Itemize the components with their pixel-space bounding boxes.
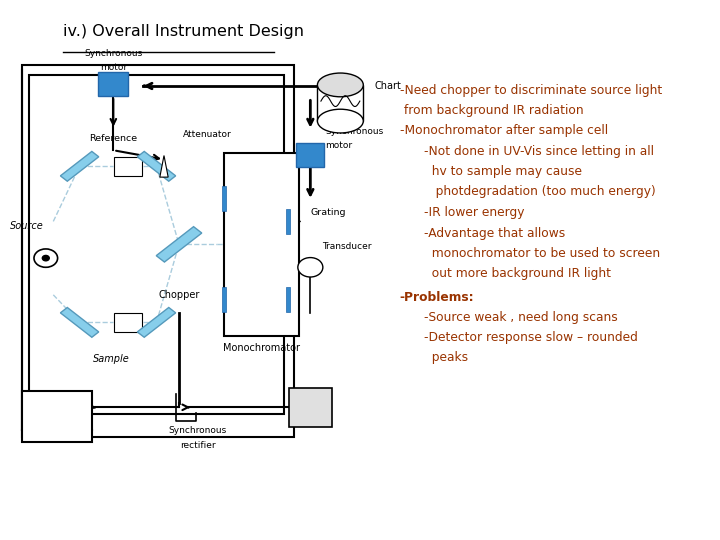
Polygon shape bbox=[160, 156, 168, 177]
Text: Synchronous: Synchronous bbox=[325, 127, 384, 137]
Text: peaks: peaks bbox=[424, 351, 468, 364]
Polygon shape bbox=[22, 391, 91, 442]
Text: -Advantage that allows: -Advantage that allows bbox=[424, 227, 565, 240]
Text: Synchronous: Synchronous bbox=[168, 426, 227, 435]
Text: Attenuator: Attenuator bbox=[183, 130, 232, 139]
Text: monochromator to be used to screen: monochromator to be used to screen bbox=[424, 247, 660, 260]
Text: Filter,: Filter, bbox=[43, 393, 71, 403]
Text: -Problems:: -Problems: bbox=[400, 291, 474, 303]
Text: motor: motor bbox=[325, 141, 353, 150]
Polygon shape bbox=[318, 85, 364, 121]
Text: -IR lower energy: -IR lower energy bbox=[424, 206, 524, 219]
Text: photdegradation (too much energy): photdegradation (too much energy) bbox=[424, 185, 656, 198]
Polygon shape bbox=[286, 209, 290, 234]
Text: -Need chopper to discriminate source light: -Need chopper to discriminate source lig… bbox=[400, 84, 662, 97]
Text: Synchronous: Synchronous bbox=[84, 49, 143, 58]
Text: -Source weak , need long scans: -Source weak , need long scans bbox=[424, 311, 618, 324]
Ellipse shape bbox=[318, 73, 364, 97]
Circle shape bbox=[42, 255, 49, 261]
Text: amplifier: amplifier bbox=[35, 425, 79, 435]
Text: iv.) Overall Instrument Design: iv.) Overall Instrument Design bbox=[63, 24, 304, 39]
Text: from background IR radiation: from background IR radiation bbox=[400, 104, 583, 117]
Polygon shape bbox=[289, 388, 332, 427]
Polygon shape bbox=[222, 287, 226, 312]
Circle shape bbox=[34, 249, 58, 267]
Polygon shape bbox=[156, 227, 202, 262]
Polygon shape bbox=[138, 151, 176, 181]
Polygon shape bbox=[114, 157, 143, 176]
Text: out more background IR light: out more background IR light bbox=[424, 267, 611, 280]
Text: hv to sample may cause: hv to sample may cause bbox=[424, 165, 582, 178]
Text: Monochromator: Monochromator bbox=[223, 342, 300, 353]
Text: rectifier: rectifier bbox=[180, 441, 215, 450]
Polygon shape bbox=[296, 143, 325, 167]
Polygon shape bbox=[286, 287, 290, 312]
Text: Chopper: Chopper bbox=[158, 290, 199, 300]
Text: Sample: Sample bbox=[93, 354, 130, 364]
Text: motor: motor bbox=[100, 63, 127, 72]
Text: Transducer: Transducer bbox=[322, 242, 371, 251]
Polygon shape bbox=[114, 313, 143, 332]
Polygon shape bbox=[29, 75, 284, 414]
Text: Preamp: Preamp bbox=[289, 402, 332, 413]
Polygon shape bbox=[222, 186, 226, 211]
Polygon shape bbox=[138, 307, 176, 338]
Text: Grating: Grating bbox=[310, 208, 346, 217]
Text: -Not done in UV-Vis since letting in all: -Not done in UV-Vis since letting in all bbox=[424, 145, 654, 158]
Polygon shape bbox=[60, 307, 99, 338]
Text: -Monochromator after sample cell: -Monochromator after sample cell bbox=[400, 124, 608, 137]
Polygon shape bbox=[60, 151, 99, 181]
Ellipse shape bbox=[318, 109, 364, 133]
Circle shape bbox=[298, 258, 323, 277]
Text: Source: Source bbox=[10, 221, 44, 231]
Text: -Detector response slow – rounded: -Detector response slow – rounded bbox=[424, 331, 638, 344]
Polygon shape bbox=[224, 153, 299, 336]
Text: modulator,: modulator, bbox=[30, 409, 84, 419]
Polygon shape bbox=[99, 72, 128, 96]
Text: Chart: Chart bbox=[374, 81, 401, 91]
Text: Reference: Reference bbox=[89, 134, 138, 143]
